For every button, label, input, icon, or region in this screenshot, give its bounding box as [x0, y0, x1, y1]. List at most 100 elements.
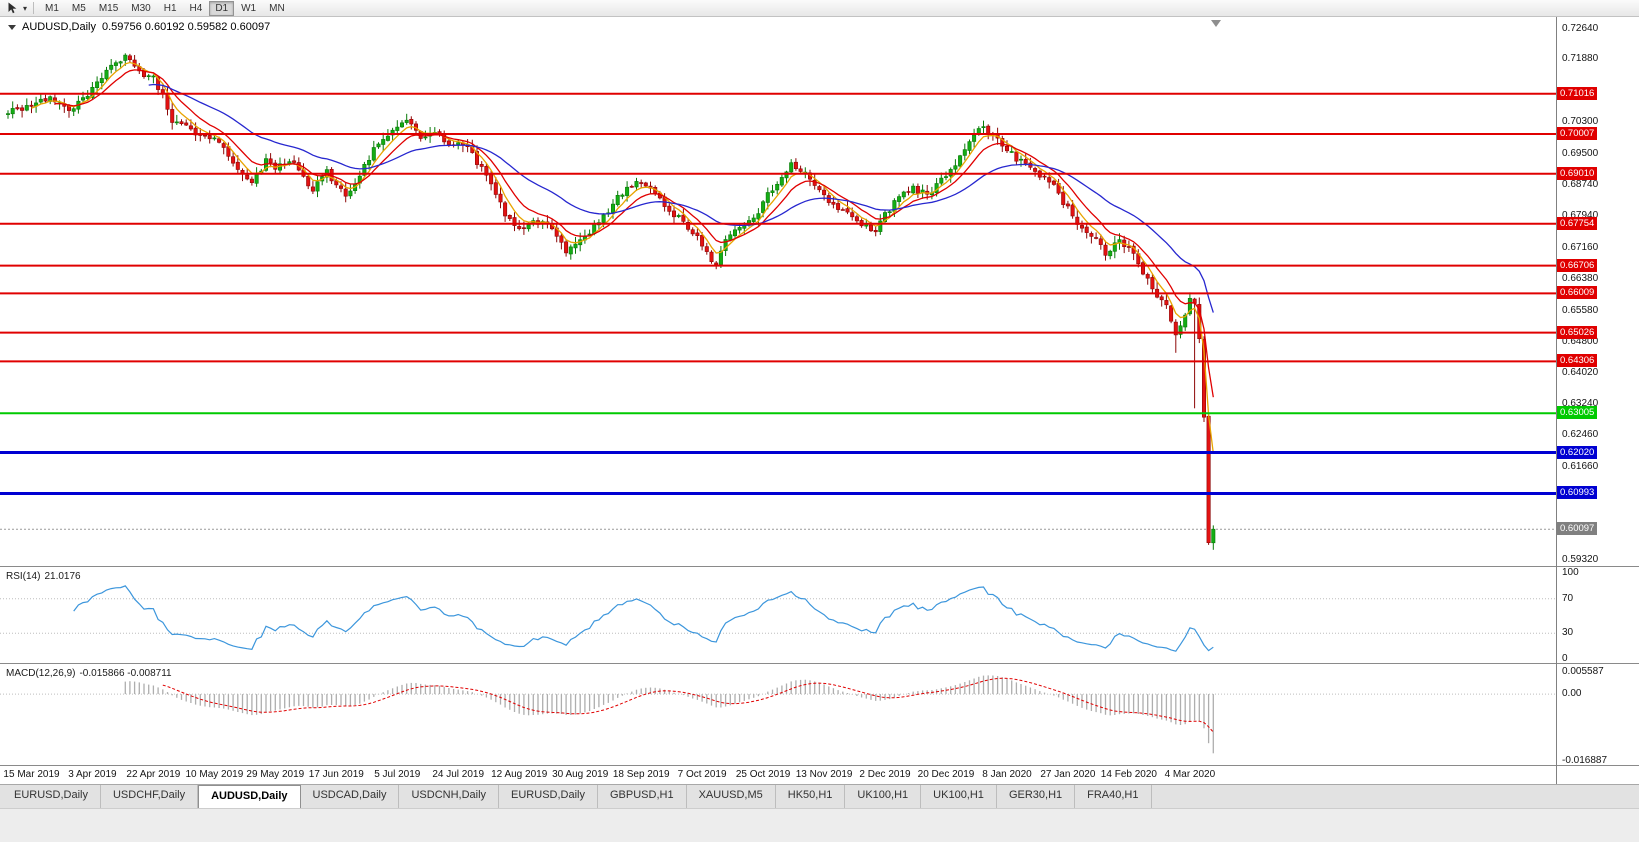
current-price-tag: 0.60097 — [1557, 522, 1598, 536]
rsi-label: RSI(14) 21.0176 — [6, 571, 85, 582]
rsi-axis-label: 0 — [1562, 653, 1568, 664]
shift-marker-icon[interactable] — [1211, 20, 1221, 27]
rsi-name: RSI(14) — [6, 571, 41, 582]
hline-price-tag: 0.62020 — [1557, 445, 1598, 459]
tab-usdcnh-daily[interactable]: USDCNH,Daily — [399, 785, 500, 808]
price-axis-label: 0.66380 — [1562, 272, 1599, 284]
rsi-axis-label: 100 — [1562, 567, 1579, 578]
price-axis-label: 0.65580 — [1562, 304, 1599, 316]
macd-axis-label: 0.00 — [1562, 688, 1582, 700]
rsi-axis-label: 70 — [1562, 592, 1574, 604]
ma-30-line — [148, 83, 1214, 313]
macd-name: MACD(12,26,9) — [6, 668, 76, 679]
date-axis-label: 18 Sep 2019 — [612, 769, 670, 780]
timeframe-button-h1[interactable]: H1 — [163, 2, 177, 14]
macd-values: -0.015866 -0.008711 — [79, 668, 172, 679]
date-axis-label: 20 Dec 2019 — [917, 769, 975, 780]
timeframe-button-h4[interactable]: H4 — [189, 2, 203, 14]
price-axis-label: 0.63240 — [1562, 397, 1599, 409]
date-axis-label: 5 Jul 2019 — [374, 769, 421, 780]
panel-divider[interactable] — [0, 566, 1639, 567]
time-axis-border — [0, 765, 1639, 766]
timeframe-button-w1[interactable]: W1 — [241, 2, 257, 14]
price-axis-label: 0.71880 — [1562, 53, 1599, 65]
dropdown-caret-icon[interactable]: ▾ — [22, 3, 27, 13]
hline-price-tag: 0.63005 — [1557, 406, 1598, 420]
date-axis-label: 25 Oct 2019 — [735, 769, 791, 780]
tab-uk100-h1[interactable]: UK100,H1 — [845, 785, 922, 808]
hline-price-tag: 0.71016 — [1557, 86, 1598, 100]
date-axis-label: 10 May 2019 — [185, 769, 244, 780]
tab-xauusd-m5[interactable]: XAUUSD,M5 — [686, 785, 776, 808]
timeframe-button-m1[interactable]: M1 — [45, 2, 59, 14]
price-axis-label: 0.67160 — [1562, 241, 1599, 253]
tab-eurusd-daily[interactable]: EURUSD,Daily — [2, 785, 101, 808]
cursor-icon[interactable] — [4, 1, 20, 16]
hline-price-tag: 0.66009 — [1557, 286, 1598, 300]
symbol-dropdown-icon[interactable] — [8, 24, 16, 30]
tab-fra40-h1[interactable]: FRA40,H1 — [1075, 785, 1152, 808]
panel-divider[interactable] — [0, 663, 1639, 664]
date-axis-label: 17 Jun 2019 — [308, 769, 364, 780]
timeframe-button-m15[interactable]: M15 — [98, 2, 119, 14]
tab-gbpusd-h1[interactable]: GBPUSD,H1 — [598, 785, 687, 808]
date-axis-label: 22 Apr 2019 — [126, 769, 181, 780]
hline-price-tag: 0.64306 — [1557, 354, 1598, 368]
date-axis-label: 4 Mar 2020 — [1164, 769, 1216, 780]
date-axis-label: 7 Oct 2019 — [677, 769, 727, 780]
tab-eurusd-daily[interactable]: EURUSD,Daily — [499, 785, 598, 808]
macd-axis-label: 0.005587 — [1562, 666, 1604, 677]
price-axis[interactable]: 0.72640 0.71880 0.70300 0.69500 0.68740 0.679… — [1556, 17, 1639, 784]
tab-uk100-h1[interactable]: UK100,H1 — [921, 785, 997, 808]
status-bar — [0, 808, 1639, 842]
date-axis-label: 3 Apr 2019 — [68, 769, 117, 780]
price-axis-label: 0.70300 — [1562, 116, 1599, 128]
price-axis-label: 0.69500 — [1562, 148, 1599, 160]
timeframe-button-mn[interactable]: MN — [269, 2, 285, 14]
tab-usdcad-daily[interactable]: USDCAD,Daily — [300, 785, 400, 808]
date-axis-label: 14 Feb 2020 — [1100, 769, 1157, 780]
macd-label: MACD(12,26,9) -0.015866 -0.008711 — [6, 668, 176, 679]
date-axis-label: 29 May 2019 — [246, 769, 305, 780]
chart-window: AUDUSD,Daily 0.59756 0.60192 0.59582 0.6… — [0, 17, 1639, 784]
timeframe-button-d1[interactable]: D1 — [209, 0, 235, 16]
date-axis-label: 27 Jan 2020 — [1040, 769, 1096, 780]
price-axis-label: 0.64800 — [1562, 335, 1599, 347]
hline-price-tag: 0.67754 — [1557, 216, 1598, 230]
date-axis-label: 2 Dec 2019 — [859, 769, 911, 780]
tab-usdchf-daily[interactable]: USDCHF,Daily — [100, 785, 199, 808]
timeframe-toolbar: ▾ M1 M5 M15 M30 H1 H4 D1 W1 MN — [0, 0, 1639, 17]
timeframe-button-m5[interactable]: M5 — [71, 2, 86, 14]
macd-histogram — [124, 675, 1214, 754]
tab-audusd-daily[interactable]: AUDUSD,Daily — [198, 785, 301, 808]
rsi-line — [73, 585, 1214, 652]
date-axis-label: 24 Jul 2019 — [432, 769, 485, 780]
chart-tabs: EURUSD,Daily USDCHF,Daily AUDUSD,Daily USDC… — [0, 784, 1639, 808]
price-axis-label: 0.62460 — [1562, 428, 1599, 440]
macd-signal-line — [162, 677, 1214, 733]
price-axis-label: 0.68740 — [1562, 178, 1599, 190]
chart-symbol: AUDUSD,Daily — [22, 21, 96, 33]
date-axis-label: 30 Aug 2019 — [552, 769, 609, 780]
timeframe-button-m30[interactable]: M30 — [131, 2, 151, 14]
tab-hk50-h1[interactable]: HK50,H1 — [775, 785, 846, 808]
price-axis-label: 0.64020 — [1562, 366, 1599, 378]
chart-ohlc: 0.59756 0.60192 0.59582 0.60097 — [101, 21, 271, 33]
hline-price-tag: 0.70007 — [1557, 126, 1598, 140]
ma-10-line — [54, 69, 1214, 398]
timeframe-buttons: M1 M5 M15 M30 H1 H4 D1 W1 MN — [39, 0, 292, 16]
time-axis[interactable]: 15 Mar 2019 3 Apr 2019 22 Apr 2019 10 May 2… — [0, 765, 1556, 784]
hline-price-tag: 0.69010 — [1557, 166, 1598, 180]
macd-axis-label: -0.016887 — [1562, 755, 1608, 766]
chart-canvas[interactable] — [0, 17, 1556, 784]
tab-ger30-h1[interactable]: GER30,H1 — [996, 785, 1076, 808]
date-axis-label: 12 Aug 2019 — [491, 769, 548, 780]
date-axis-label: 13 Nov 2019 — [795, 769, 853, 780]
date-axis-label: 8 Jan 2020 — [982, 769, 1032, 780]
candlesticks — [6, 53, 1216, 550]
date-axis-label: 15 Mar 2019 — [3, 769, 60, 780]
hline-price-tag: 0.60993 — [1557, 486, 1598, 500]
hline-price-tag: 0.65026 — [1557, 325, 1598, 339]
rsi-axis-label: 30 — [1562, 627, 1574, 639]
price-axis-label: 0.72640 — [1562, 22, 1599, 34]
